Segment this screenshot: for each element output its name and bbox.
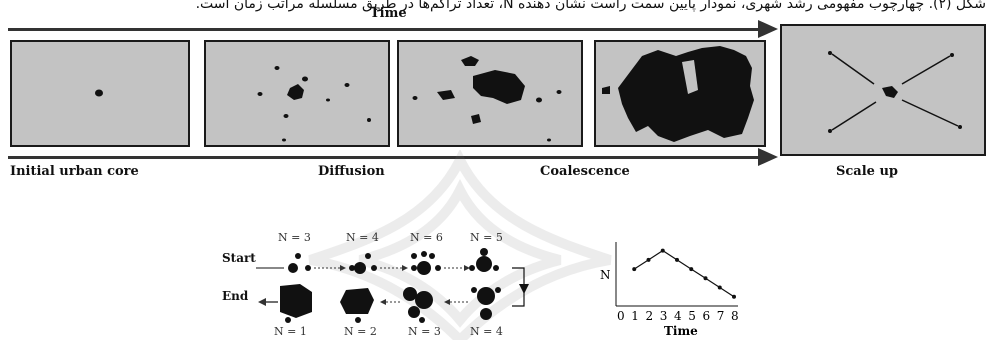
n-top-3: N = 6 [410, 231, 443, 244]
panel-initial-core [10, 40, 190, 147]
start-label: Start [222, 251, 256, 265]
label-scale-up: Scale up [836, 164, 899, 179]
chart-y-label: N [600, 268, 611, 282]
chart-x-tick-label: 7 [717, 309, 725, 323]
label-initial-core: Initial urban core [10, 164, 139, 179]
n-bottom-2: N = 2 [344, 325, 377, 338]
chart-x-tick-label: 3 [660, 309, 668, 323]
chart-point [675, 257, 679, 262]
chart-x-tick-label: 2 [646, 309, 654, 323]
coalescence-blobs [412, 56, 562, 142]
label-coalescence: Coalescence [540, 164, 630, 179]
diffusion-blobs [257, 66, 371, 142]
time-arrow-top [8, 28, 760, 31]
chart-x-tick-label: 8 [731, 309, 739, 323]
panel-coalescence-late [594, 40, 766, 147]
time-axis-label: Time [370, 6, 407, 21]
n-bottom-4: N = 4 [470, 325, 503, 338]
n-bottom-1: N = 1 [274, 325, 307, 338]
chart-x-tick-label: 1 [631, 309, 639, 323]
chart-x-tick-label: 0 [617, 309, 625, 323]
cycle-diagram: N = 3 N = 4 N = 6 N = 5 Start End N = 1 [222, 231, 529, 338]
chart-x-label: Time [664, 324, 698, 338]
chart-point [732, 294, 736, 299]
chart-point [660, 248, 665, 253]
chart-line [633, 249, 735, 298]
chart-point [717, 285, 722, 290]
chart-point [646, 257, 651, 262]
panel-diffusion [204, 40, 390, 147]
chart-x-tick-label: 6 [703, 309, 711, 323]
figure-caption: شکل (۲). چهارچوب مفهومی رشد شهری، نمودار… [195, 0, 986, 12]
coalescence-late-blob [602, 46, 754, 142]
panel-scale-up [780, 24, 986, 156]
initial-core-blob [95, 89, 103, 97]
time-arrow-bottom-head [758, 148, 778, 166]
scale-up-graphic [828, 51, 962, 133]
n-bottom-3: N = 3 [408, 325, 441, 338]
chart-point [689, 267, 694, 272]
time-arrow-bottom [8, 156, 760, 159]
panel-coalescence [397, 40, 583, 147]
n-top-4: N = 5 [470, 231, 503, 244]
chart-series [632, 248, 736, 299]
n-top-1: N = 3 [278, 231, 311, 244]
time-arrow-top-head [758, 20, 778, 38]
chart-x-tick-label: 4 [674, 309, 682, 323]
end-label: End [222, 289, 249, 303]
chart-point [632, 267, 637, 272]
n-top-2: N = 4 [346, 231, 379, 244]
chart-x-tick-label: 5 [688, 309, 696, 323]
watermark-graphic [308, 150, 612, 340]
label-diffusion: Diffusion [318, 164, 385, 179]
chart-point [703, 276, 708, 281]
